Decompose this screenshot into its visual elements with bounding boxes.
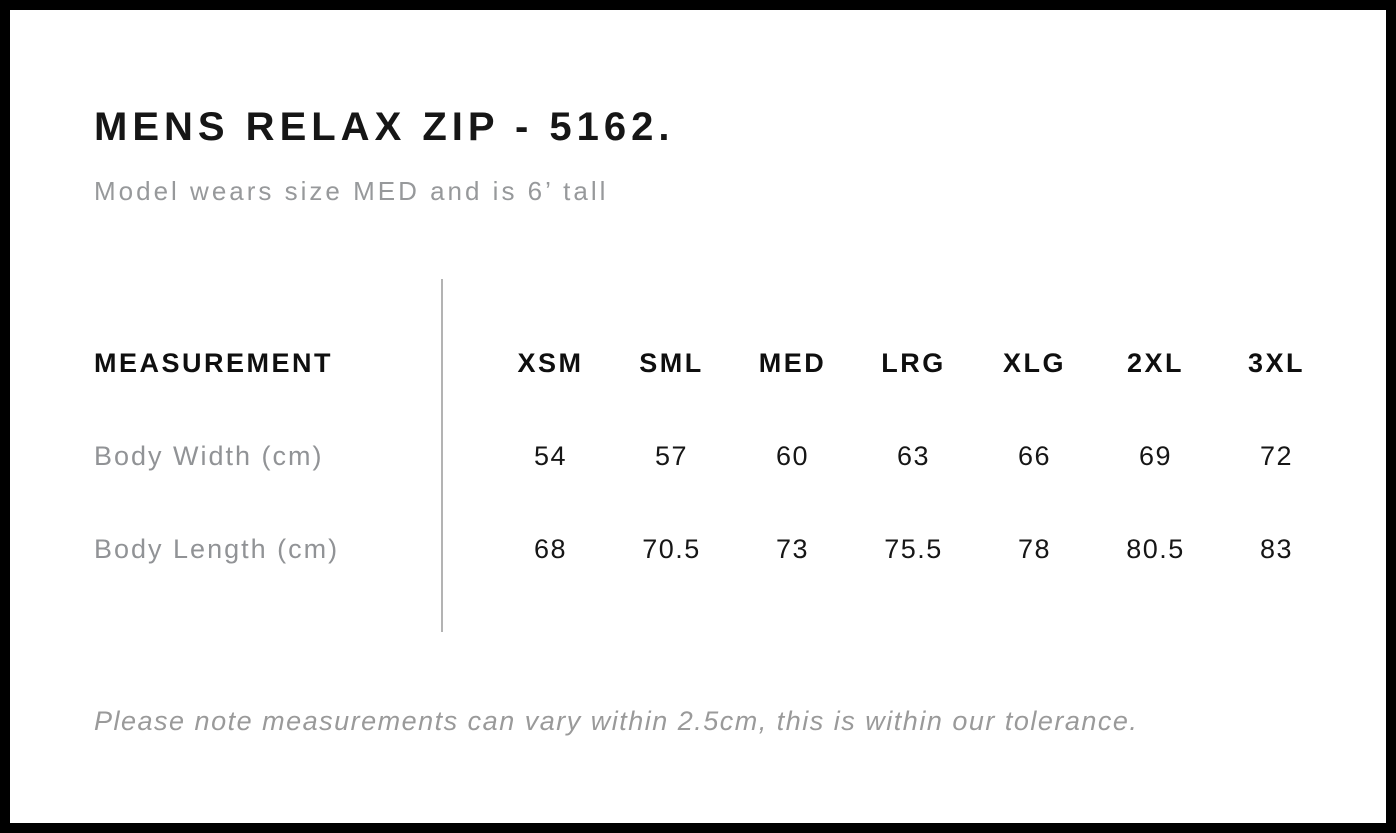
tolerance-note: Please note measurements can vary within…: [94, 706, 1139, 736]
body-length-sml: 70.5: [642, 534, 701, 564]
body-width-xsm: 54: [533, 441, 568, 471]
body-width-sml: 57: [654, 441, 689, 471]
page-title: MENS RELAX ZIP - 5162.: [94, 105, 675, 149]
body-length-lrg: 75.5: [884, 534, 943, 564]
body-length-xlg: 78: [1017, 534, 1052, 564]
size-header-xsm: XSM: [517, 348, 584, 378]
row-label-body-width: Body Width (cm): [94, 441, 324, 471]
size-header-3xl: 3XL: [1247, 348, 1306, 378]
body-length-2xl: 80.5: [1126, 534, 1185, 564]
size-header-med: MED: [758, 348, 827, 378]
size-table: MEASUREMENT XSM SML MED LRG XLG 2XL 3XL …: [94, 279, 1346, 632]
body-length-xsm: 68: [533, 534, 568, 564]
size-grid: MEASUREMENT XSM SML MED LRG XLG 2XL 3XL …: [94, 317, 1346, 596]
model-size-note: Model wears size MED and is 6’ tall: [94, 176, 609, 206]
size-header-lrg: LRG: [881, 348, 946, 378]
size-header-xlg: XLG: [1002, 348, 1066, 378]
size-header-2xl: 2XL: [1126, 348, 1185, 378]
measurement-column-header: MEASUREMENT: [94, 348, 334, 378]
body-length-3xl: 83: [1259, 534, 1294, 564]
size-header-sml: SML: [639, 348, 704, 378]
row-label-body-length: Body Length (cm): [94, 534, 340, 564]
vertical-divider: [441, 279, 443, 632]
body-width-lrg: 63: [896, 441, 931, 471]
size-guide-content: MENS RELAX ZIP - 5162. Model wears size …: [10, 107, 1386, 735]
body-length-med: 73: [775, 534, 810, 564]
body-width-2xl: 69: [1138, 441, 1173, 471]
body-width-xlg: 66: [1017, 441, 1052, 471]
body-width-3xl: 72: [1259, 441, 1294, 471]
body-width-med: 60: [775, 441, 810, 471]
